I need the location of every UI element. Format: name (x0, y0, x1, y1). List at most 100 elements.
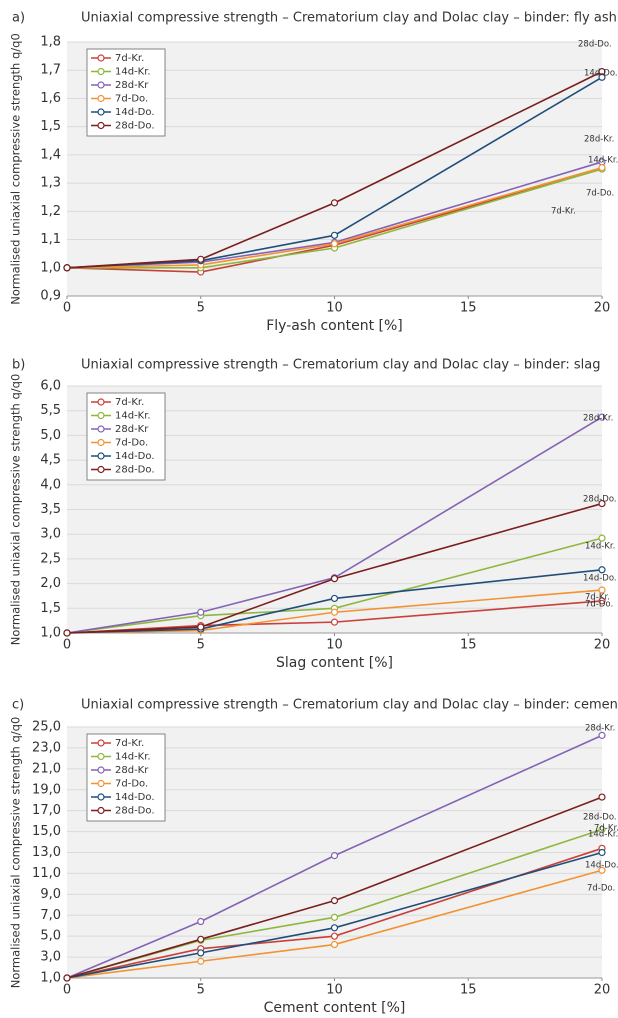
annotation: 14d-Kr. (588, 830, 618, 840)
legend-marker (97, 425, 105, 433)
legend-label: 14d-Do. (115, 107, 155, 118)
data-point (197, 949, 205, 957)
chart-title: Uniaxial compressive strength – Cremator… (81, 698, 618, 713)
y-tick-label: 6,0 (40, 379, 61, 394)
annotation: 28d-Kr. (583, 414, 613, 424)
y-tick-label: 1,0 (40, 971, 61, 986)
series-line (66, 537, 603, 634)
series-line (66, 796, 603, 979)
series-line (66, 847, 603, 979)
y-tick-label: 5,0 (40, 428, 61, 443)
legend-marker (97, 81, 105, 89)
panel-label: b) (12, 358, 25, 373)
data-point (330, 575, 339, 583)
y-tick-label: 3,5 (40, 502, 61, 517)
series-line (66, 734, 603, 979)
x-tick-label: 0 (63, 301, 71, 316)
y-tick-label: 23,0 (32, 740, 61, 755)
annotation: 28d-Do. (583, 813, 617, 823)
annotation: 7d-Do. (587, 884, 615, 894)
y-axis-label: Normalised uniaxial compressive strength… (9, 374, 23, 646)
data-point (330, 199, 339, 207)
legend-marker (97, 465, 105, 474)
x-tick-label: 5 (197, 983, 205, 998)
data-point (197, 255, 205, 263)
y-tick-label: 1,7 (40, 63, 61, 78)
y-axis-label: Normalised uniaxial compressive strength… (9, 717, 23, 989)
legend-label: 28d-Do. (115, 806, 155, 817)
data-point (598, 586, 606, 594)
panel-label: c) (12, 698, 24, 713)
x-tick-label: 15 (460, 983, 477, 998)
data-point (598, 825, 606, 834)
y-axis-label: Normalised uniaxial compressive strength… (9, 33, 23, 305)
series-line (67, 168, 603, 269)
legend-marker (97, 54, 105, 62)
annotation: 7d-Kr. (594, 824, 618, 834)
legend-label: 14d-Kr. (115, 67, 151, 78)
y-tick-label: 2,5 (40, 551, 61, 566)
legend-marker (97, 752, 105, 761)
y-tick-label: 5,0 (40, 929, 61, 944)
data-point (598, 566, 606, 574)
y-tick-label: 21,0 (32, 761, 61, 776)
legend-label: 28d-Kr (115, 424, 149, 435)
data-point (330, 594, 339, 603)
data-point (63, 264, 71, 272)
legend-marker (97, 67, 105, 76)
annotation: 14d-Do. (583, 574, 617, 584)
data-point (197, 917, 205, 926)
y-tick-label: 1,4 (40, 147, 61, 162)
annotation: 28d-Kr. (585, 724, 615, 734)
y-tick-label: 0,9 (40, 289, 61, 304)
chart-title: Uniaxial compressive strength – Cremator… (81, 11, 617, 26)
series-line (66, 70, 603, 269)
y-tick-label: 1,1 (40, 232, 61, 247)
annotation: 14d-Kr. (588, 156, 618, 166)
legend-marker (97, 438, 105, 447)
y-tick-label: 15,0 (32, 824, 61, 839)
legend-label: 14d-Kr. (115, 411, 151, 422)
y-tick-label: 1,3 (40, 176, 61, 191)
legend-label: 14d-Do. (115, 792, 155, 803)
y-tick-label: 11,0 (32, 866, 61, 881)
x-tick-label: 20 (594, 983, 611, 998)
annotation: 14d-Do. (584, 69, 618, 79)
annotation: 7d-Do. (586, 189, 614, 199)
legend-marker (97, 411, 105, 420)
legend-marker (97, 779, 105, 788)
y-tick-label: 4,5 (40, 453, 61, 468)
y-tick-label: 4,0 (40, 477, 61, 492)
x-tick-label: 0 (63, 638, 71, 653)
legend-label: 7d-Kr. (115, 397, 144, 408)
annotation: 7d-Kr. (585, 593, 610, 603)
legend-label: 7d-Kr. (115, 738, 144, 749)
data-point (197, 957, 205, 965)
data-point (63, 974, 71, 982)
y-tick-label: 1,5 (40, 119, 61, 134)
x-tick-label: 5 (197, 301, 205, 316)
data-point (330, 608, 339, 616)
data-point (598, 163, 606, 172)
x-tick-label: 20 (594, 638, 611, 653)
legend-label: 7d-Do. (115, 94, 148, 105)
legend-label: 7d-Do. (115, 779, 148, 790)
y-tick-label: 13,0 (32, 845, 61, 860)
x-axis-label: Slag content [%] (276, 655, 393, 671)
x-tick-label: 10 (326, 638, 343, 653)
series-line (66, 851, 603, 979)
x-tick-label: 10 (326, 983, 343, 998)
x-tick-label: 10 (326, 301, 343, 316)
series-line (66, 502, 603, 634)
series-line (66, 568, 603, 634)
legend-box (86, 392, 166, 481)
series-line (66, 416, 603, 634)
legend-marker (97, 398, 105, 406)
y-tick-label: 3,0 (40, 527, 61, 542)
annotation: 28d-Do. (578, 40, 612, 50)
x-tick-label: 15 (460, 301, 477, 316)
annotation: 28d-Do. (583, 495, 617, 505)
data-point (598, 866, 606, 874)
legend-marker (97, 806, 105, 815)
